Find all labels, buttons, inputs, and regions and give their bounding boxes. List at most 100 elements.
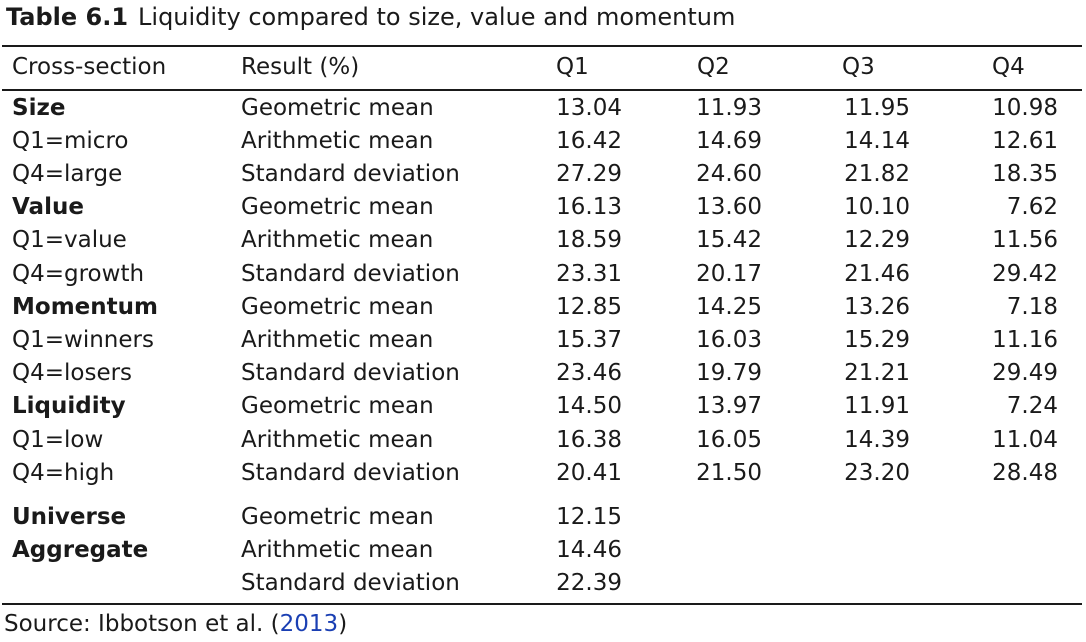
row-section-label: Q1=value xyxy=(12,227,127,253)
cell-q2: 16.03 xyxy=(696,327,762,353)
table-row: Standard deviation 22.39 xyxy=(0,567,1086,600)
source-year-link[interactable]: 2013 xyxy=(279,611,339,637)
cell-q1: 15.37 xyxy=(556,327,622,353)
cell-q1: 23.46 xyxy=(556,360,622,386)
row-result-label: Geometric mean xyxy=(241,504,434,530)
row-section-label: Q1=winners xyxy=(12,327,154,353)
header-q4: Q4 xyxy=(992,54,1025,80)
source-suffix: ) xyxy=(338,611,348,637)
header-q2: Q2 xyxy=(697,54,730,80)
cell-q2: 14.69 xyxy=(696,128,762,154)
cell-q4: 11.16 xyxy=(992,327,1058,353)
cell-q3: 23.20 xyxy=(844,460,910,486)
table-row: Q4=high Standard deviation 20.41 21.50 23.20… xyxy=(0,457,1086,490)
cell-q1: 14.46 xyxy=(556,537,622,563)
row-result-label: Geometric mean xyxy=(241,294,434,320)
cell-q2: 15.42 xyxy=(696,227,762,253)
table-row: Q4=losers Standard deviation 23.46 19.79 21.… xyxy=(0,357,1086,390)
table-row: Q1=low Arithmetic mean 16.38 16.05 14.39 11.0… xyxy=(0,424,1086,457)
row-result-label: Geometric mean xyxy=(241,194,434,220)
header-result: Result (%) xyxy=(241,54,360,80)
cell-q1: 16.38 xyxy=(556,427,622,453)
row-result-label: Arithmetic mean xyxy=(241,227,434,253)
cell-q3: 11.95 xyxy=(844,95,910,121)
table-row: Liquidity Geometric mean 14.50 13.97 11.91 7.… xyxy=(0,390,1086,423)
cell-q1: 20.41 xyxy=(556,460,622,486)
cell-q4: 7.24 xyxy=(1006,393,1058,419)
cell-q4: 7.18 xyxy=(1006,294,1058,320)
row-section-label: Aggregate xyxy=(12,537,149,563)
cell-q1: 12.85 xyxy=(556,294,622,320)
row-section-label: Universe xyxy=(12,504,127,530)
cell-q4: 10.98 xyxy=(992,95,1058,121)
row-section-label: Liquidity xyxy=(12,393,126,419)
cell-q3: 12.29 xyxy=(844,227,910,253)
row-section-label: Q4=large xyxy=(12,161,123,187)
table-row: Universe Geometric mean 12.15 xyxy=(0,501,1086,534)
bottom-rule xyxy=(2,603,1082,605)
row-section-label: Q1=low xyxy=(12,427,104,453)
cell-q4: 18.35 xyxy=(992,161,1058,187)
cell-q1: 23.31 xyxy=(556,261,622,287)
table-number: Table 6.1 xyxy=(6,3,129,31)
source-note: Source: Ibbotson et al. (2013) xyxy=(4,608,347,641)
cell-q3: 21.46 xyxy=(844,261,910,287)
cell-q3: 10.10 xyxy=(844,194,910,220)
row-result-label: Arithmetic mean xyxy=(241,427,434,453)
row-section-label: Momentum xyxy=(12,294,158,320)
cell-q1: 12.15 xyxy=(556,504,622,530)
cell-q2: 14.25 xyxy=(696,294,762,320)
cell-q2: 19.79 xyxy=(696,360,762,386)
cell-q2: 24.60 xyxy=(696,161,762,187)
row-section-label: Q4=losers xyxy=(12,360,133,386)
row-result-label: Arithmetic mean xyxy=(241,537,434,563)
cell-q3: 11.91 xyxy=(844,393,910,419)
cell-q3: 13.26 xyxy=(844,294,910,320)
cell-q3: 14.14 xyxy=(844,128,910,154)
row-result-label: Geometric mean xyxy=(241,95,434,121)
cell-q2: 11.93 xyxy=(696,95,762,121)
table-row: Q1=micro Arithmetic mean 16.42 14.69 14.14 12… xyxy=(0,125,1086,158)
cell-q4: 11.56 xyxy=(992,227,1058,253)
header-rule xyxy=(2,89,1082,91)
header-row: Cross-section Result (%) Q1 Q2 Q3 Q4 xyxy=(0,51,1086,84)
header-q1: Q1 xyxy=(556,54,589,80)
cell-q4: 29.42 xyxy=(992,261,1058,287)
cell-q1: 27.29 xyxy=(556,161,622,187)
cell-q1: 16.13 xyxy=(556,194,622,220)
cell-q2: 13.97 xyxy=(696,393,762,419)
cell-q1: 22.39 xyxy=(556,570,622,596)
row-result-label: Standard deviation xyxy=(241,570,460,596)
source-prefix: Source: Ibbotson et al. ( xyxy=(4,611,280,637)
cell-q1: 14.50 xyxy=(556,393,622,419)
table-row: Momentum Geometric mean 12.85 14.25 13.26 7.1… xyxy=(0,291,1086,324)
cell-q3: 15.29 xyxy=(844,327,910,353)
row-result-label: Standard deviation xyxy=(241,161,460,187)
cell-q1: 16.42 xyxy=(556,128,622,154)
table-title: Liquidity compared to size, value and mo… xyxy=(138,3,736,31)
cell-q4: 11.04 xyxy=(992,427,1058,453)
cell-q4: 7.62 xyxy=(1006,194,1058,220)
row-section-label: Q4=high xyxy=(12,460,115,486)
row-section-label: Value xyxy=(12,194,84,220)
table-row: Q1=value Arithmetic mean 18.59 15.42 12.29 11… xyxy=(0,224,1086,257)
cell-q2: 20.17 xyxy=(696,261,762,287)
row-result-label: Standard deviation xyxy=(241,360,460,386)
cell-q3: 21.82 xyxy=(844,161,910,187)
row-result-label: Geometric mean xyxy=(241,393,434,419)
cell-q3: 14.39 xyxy=(844,427,910,453)
table-row: Q4=growth Standard deviation 23.31 20.17 21.… xyxy=(0,258,1086,291)
row-result-label: Standard deviation xyxy=(241,261,460,287)
table-caption: Table 6.1 Liquidity compared to size, val… xyxy=(6,2,735,32)
row-section-label: Q1=micro xyxy=(12,128,129,154)
cell-q2: 16.05 xyxy=(696,427,762,453)
cell-q4: 12.61 xyxy=(992,128,1058,154)
row-section-label: Size xyxy=(12,95,66,121)
row-section-label: Q4=growth xyxy=(12,261,145,287)
cell-q4: 29.49 xyxy=(992,360,1058,386)
cell-q2: 21.50 xyxy=(696,460,762,486)
cell-q1: 13.04 xyxy=(556,95,622,121)
cell-q1: 18.59 xyxy=(556,227,622,253)
table-row: Size Geometric mean 13.04 11.93 11.95 10.98 xyxy=(0,92,1086,125)
cell-q4: 28.48 xyxy=(992,460,1058,486)
